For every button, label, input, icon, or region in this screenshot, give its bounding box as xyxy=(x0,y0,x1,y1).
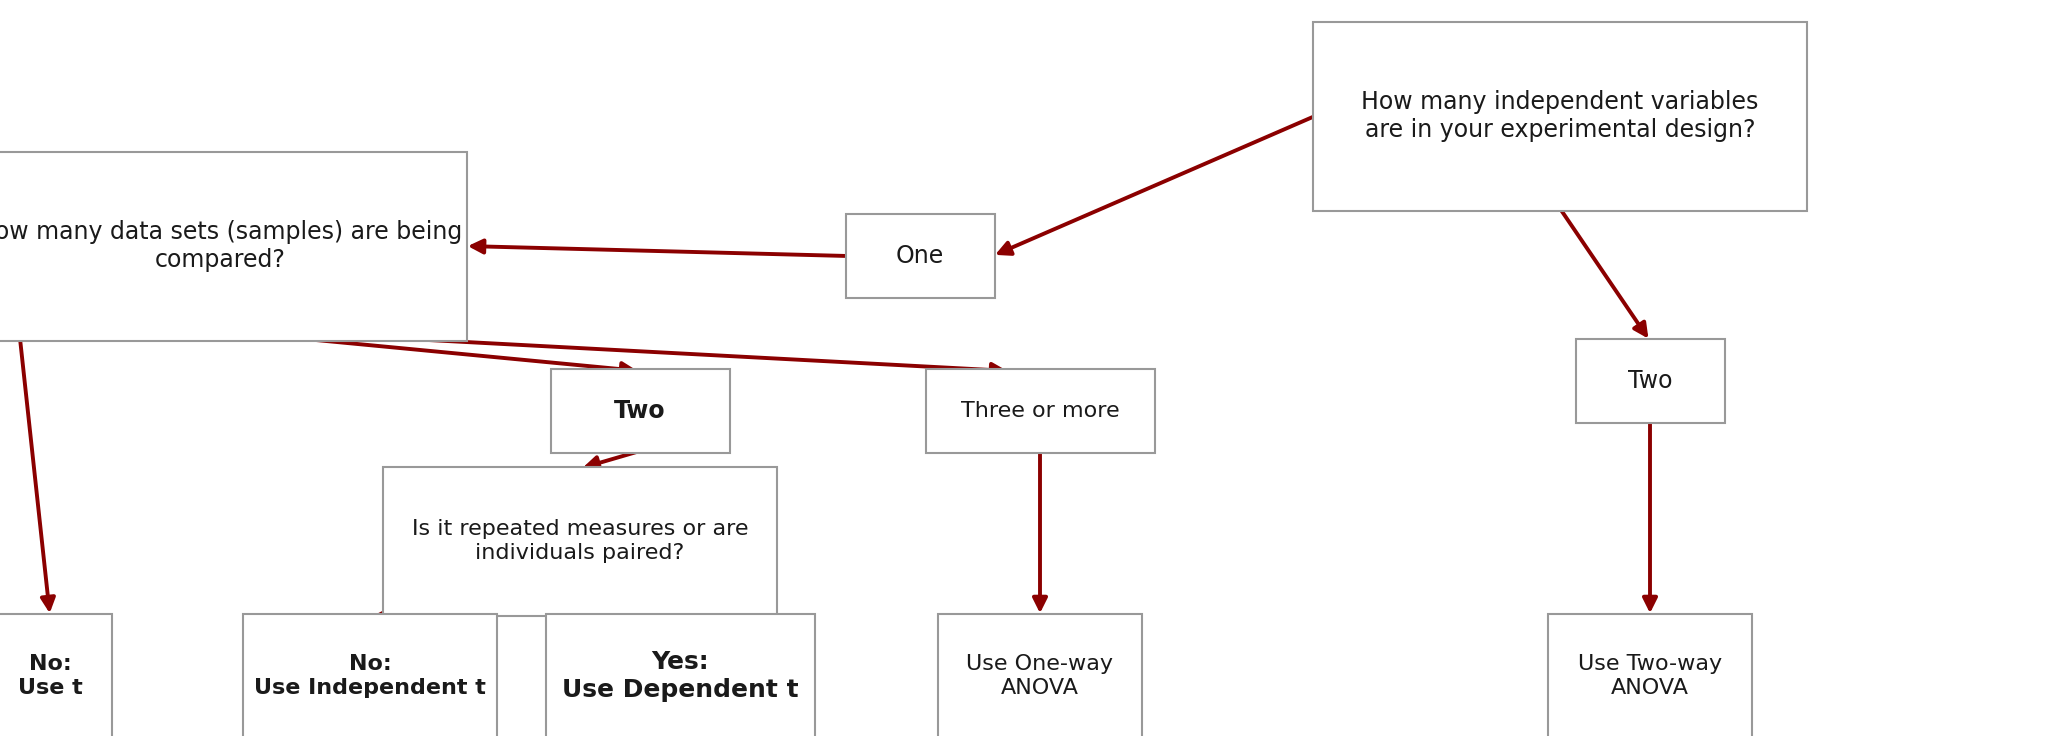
FancyBboxPatch shape xyxy=(1575,339,1724,423)
FancyBboxPatch shape xyxy=(545,614,815,736)
FancyBboxPatch shape xyxy=(846,214,995,298)
Text: One: One xyxy=(895,244,944,268)
FancyBboxPatch shape xyxy=(1313,21,1806,210)
Text: Use Two-way
ANOVA: Use Two-way ANOVA xyxy=(1577,654,1722,698)
Text: Use One-way
ANOVA: Use One-way ANOVA xyxy=(967,654,1114,698)
Text: How many data sets (samples) are being
compared?: How many data sets (samples) are being c… xyxy=(0,220,463,272)
FancyBboxPatch shape xyxy=(926,369,1155,453)
Text: Two: Two xyxy=(1628,369,1673,393)
Text: No:
Use Independent t: No: Use Independent t xyxy=(254,654,485,698)
FancyBboxPatch shape xyxy=(0,152,467,341)
Text: Yes:
Use Dependent t: Yes: Use Dependent t xyxy=(561,650,799,702)
Text: Three or more: Three or more xyxy=(961,401,1120,421)
Text: No:
Use t: No: Use t xyxy=(18,654,82,698)
FancyBboxPatch shape xyxy=(1548,614,1751,736)
FancyBboxPatch shape xyxy=(244,614,498,736)
Text: Two: Two xyxy=(614,399,666,423)
FancyBboxPatch shape xyxy=(551,369,729,453)
FancyBboxPatch shape xyxy=(383,467,776,615)
Text: How many independent variables
are in your experimental design?: How many independent variables are in yo… xyxy=(1362,90,1759,142)
FancyBboxPatch shape xyxy=(0,614,113,736)
Text: Is it repeated measures or are
individuals paired?: Is it repeated measures or are individua… xyxy=(412,520,748,562)
FancyBboxPatch shape xyxy=(938,614,1143,736)
